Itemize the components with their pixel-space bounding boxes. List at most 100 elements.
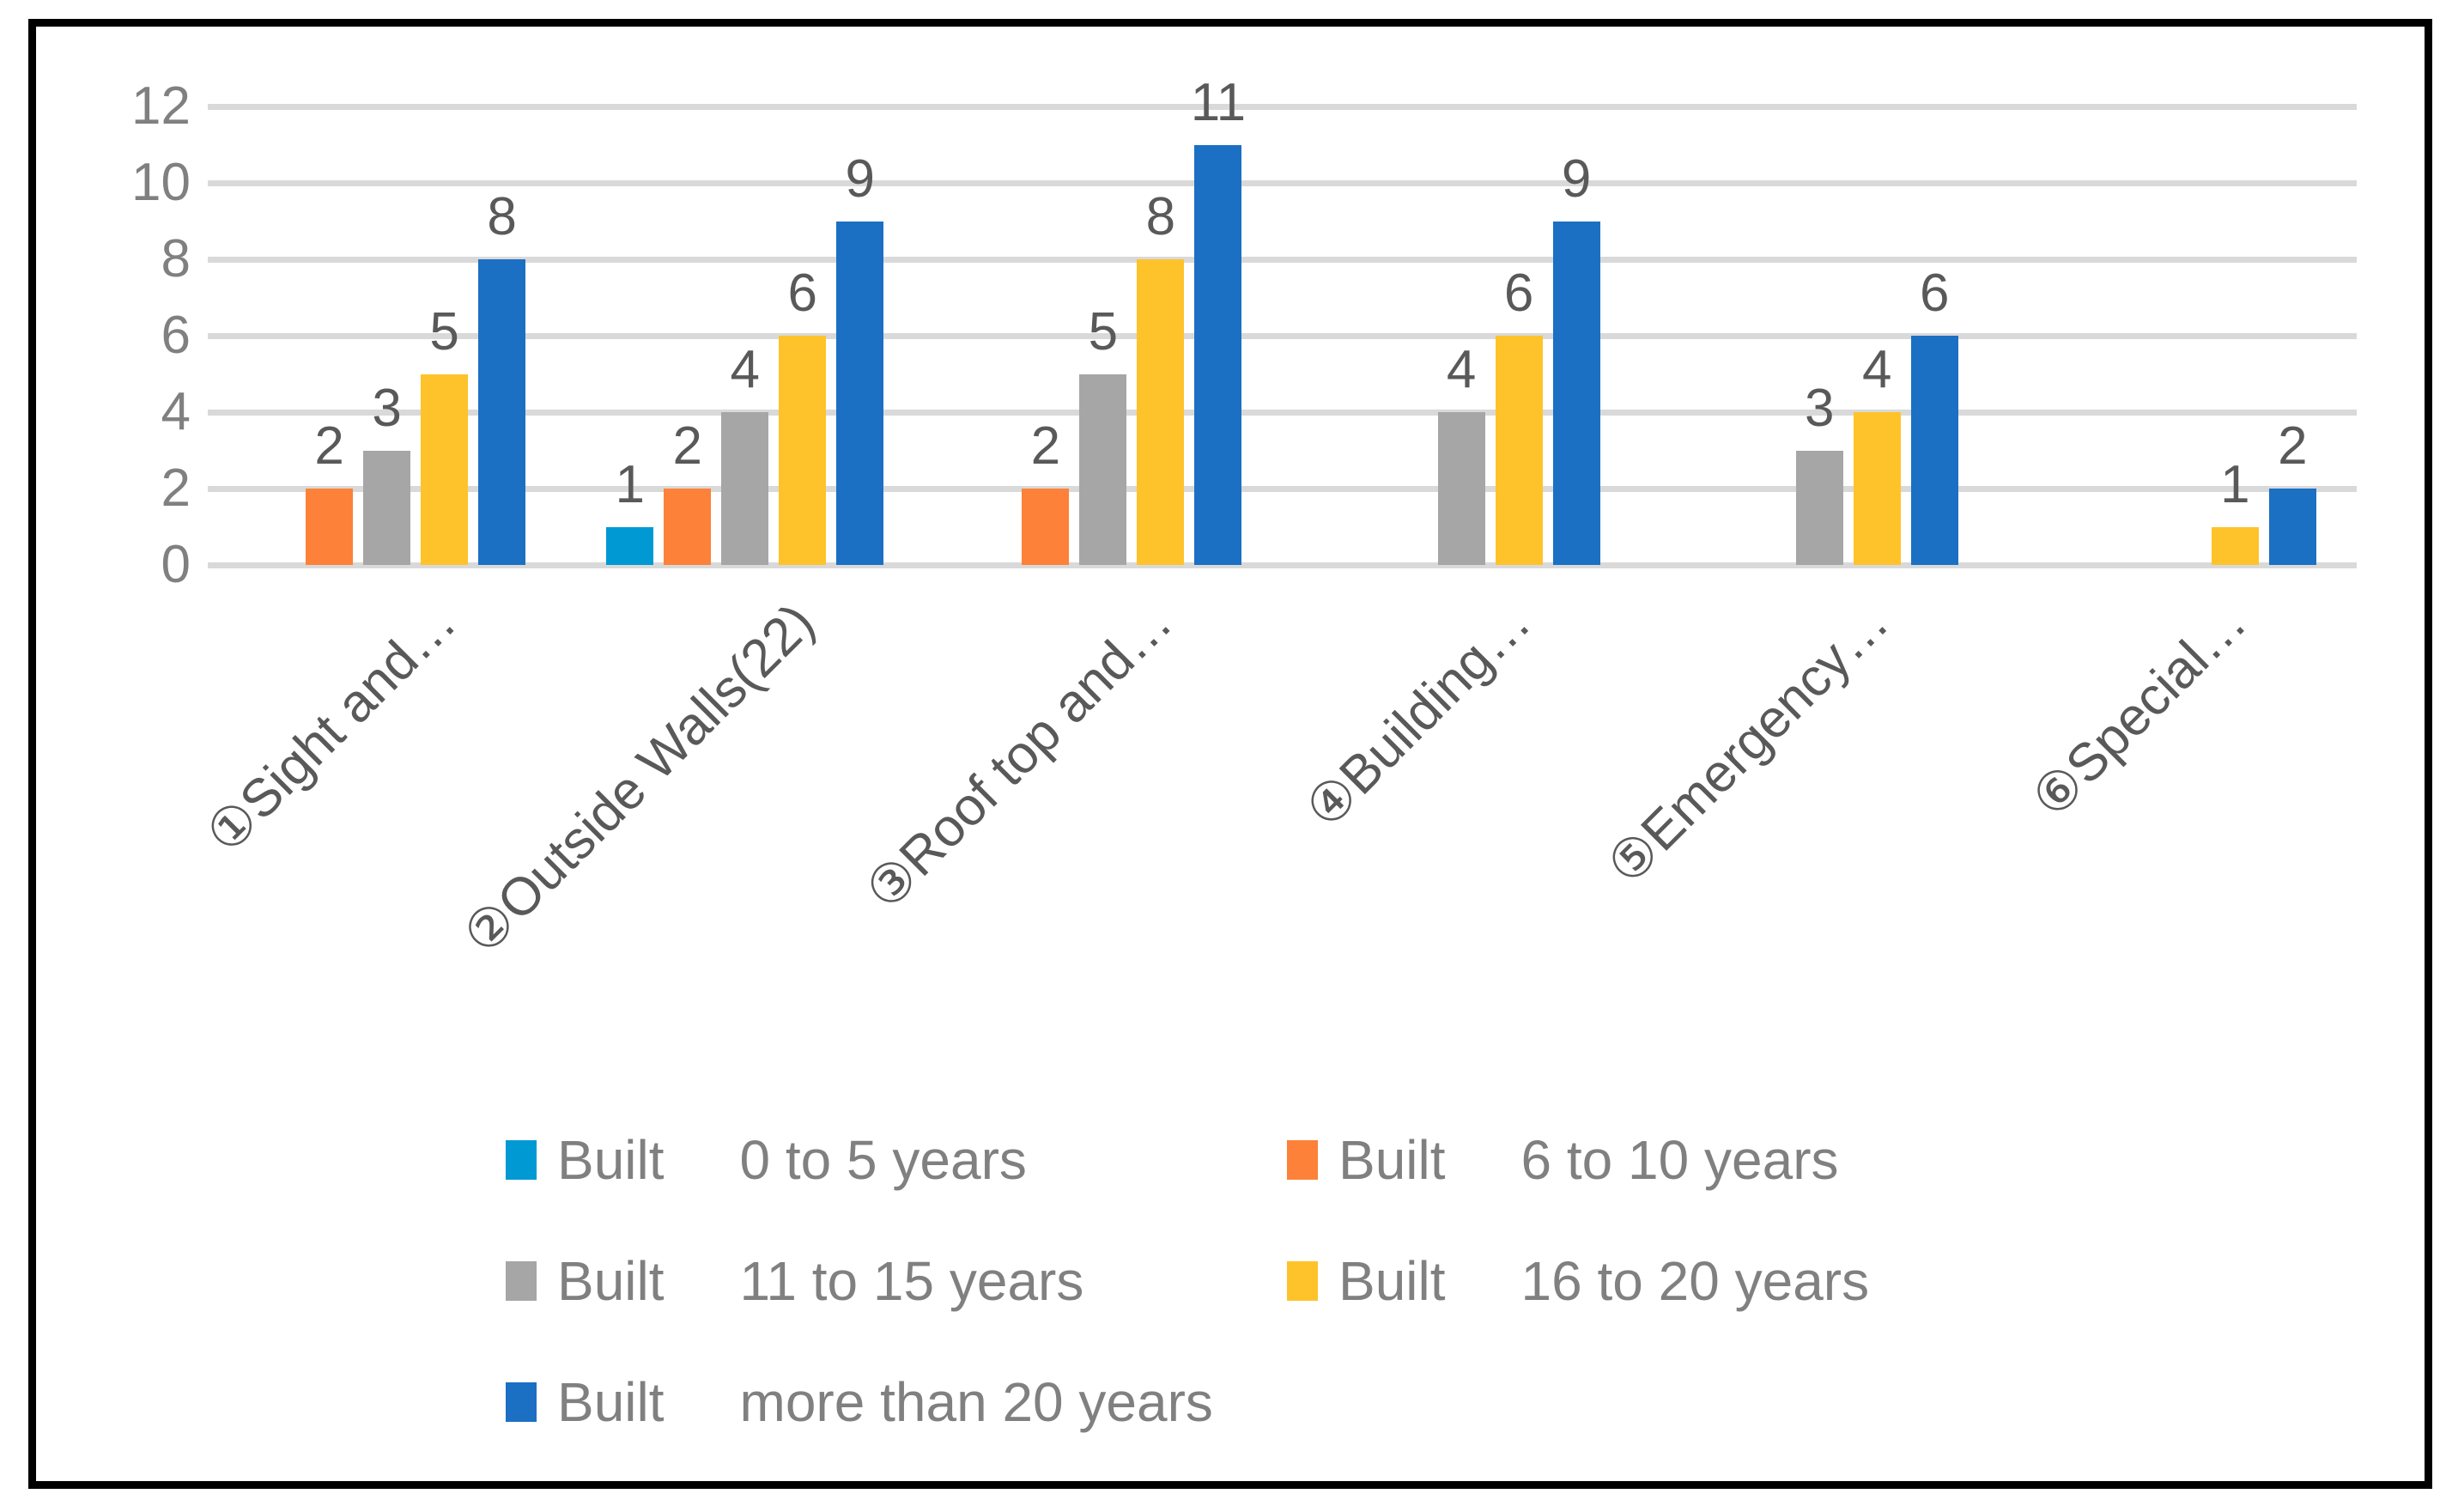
legend-series-prefix: Built [1338,1129,1446,1191]
bar-value-label: 1 [615,454,645,514]
bar-11-to-15-years-cat1 [363,450,411,565]
bar-slot: 2 [306,416,354,565]
gridline-y-2 [208,486,2357,492]
category-label-1: ①Sight and… [195,592,468,865]
y-tick-label-10: 10 [131,153,191,212]
legend-item-6-to-10-years: Built 6 to 10 years [1287,1129,1839,1191]
bar-slot: 1 [606,455,654,565]
bar-11-to-15-years-cat2 [721,412,769,565]
bar-value-label: 3 [372,378,402,438]
bar-11-to-15-years-cat4 [1437,412,1485,565]
bar-value-label: 11 [1190,72,1247,132]
bar-slot: 6 [1495,264,1543,565]
legend-series-prefix: Built [557,1371,665,1433]
bar-value-label: 9 [845,149,875,209]
gridline-y-4 [208,410,2357,416]
gridline-y-6 [208,333,2357,339]
legend-swatch [506,1382,537,1422]
y-tick-label-2: 2 [161,458,191,518]
bar-slot: 9 [1552,149,1600,565]
bar-11-to-15-years-cat5 [1795,450,1843,565]
legend-item-16-to-20-years: Built 16 to 20 years [1287,1250,1869,1312]
bar-value-label: 4 [1861,340,1892,399]
bar-slot: 3 [363,379,411,565]
category-label-4: ④Building… [1294,592,1542,840]
bar-6-to-10-years-cat1 [306,489,354,565]
bar-value-label: 5 [429,301,459,361]
bar-value-label: 6 [1919,264,1950,323]
legend-series-prefix: Built [557,1250,665,1312]
y-tick-label-12: 12 [131,76,191,136]
bar-11-to-15-years-cat3 [1079,373,1127,565]
chart-frame: 0 2 4 6 8 10 12 ①Sight and… ②Outside Walls(22) ③… [28,19,2432,1489]
legend-swatch [1287,1261,1318,1301]
bar-more-than-20-years-cat1 [478,259,526,565]
legend-series-range: more than 20 years [739,1371,1213,1433]
bar-value-label: 2 [1030,416,1061,476]
bar-slot: 2 [664,416,712,565]
bar-16-to-20-years-cat4 [1495,336,1543,565]
bar-group-3: 2 5 8 11 [924,73,1282,565]
bar-16-to-20-years-cat6 [2211,526,2259,565]
category-label-6: ⑥Special… [2021,592,2259,829]
bar-0-to-5-years-cat2 [606,526,654,565]
y-tick-label-6: 6 [161,306,191,365]
legend-swatch [1287,1140,1318,1180]
bar-16-to-20-years-cat2 [779,336,827,565]
bar-value-label: 8 [1145,187,1176,246]
bar-more-than-20-years-cat5 [1910,336,1958,565]
bar-value-label: 4 [730,340,760,399]
legend-item-more-than-20-years: Built more than 20 years [506,1371,1213,1433]
bar-value-label: 8 [487,187,517,246]
bar-more-than-20-years-cat2 [836,221,884,565]
category-label-5: ⑤Emergency… [1596,592,1901,896]
bar-value-label: 5 [1088,301,1119,361]
bar-slot: 3 [1795,379,1843,565]
bar-slot: 11 [1191,73,1246,565]
bar-value-label: 2 [2278,416,2308,476]
legend-item-11-to-15-years: Built 11 to 15 years [506,1250,1083,1312]
bar-value-label: 9 [1561,149,1592,209]
bar-value-label: 2 [314,416,344,476]
legend-series-range: 6 to 10 years [1520,1129,1839,1191]
bar-value-label: 3 [1804,378,1835,438]
bar-slot: 1 [2211,455,2259,565]
bar-slot: 4 [721,340,769,565]
category-label-2: ②Outside Walls(22) [452,592,826,966]
gridline-y-10 [208,180,2357,186]
y-tick-label-0: 0 [161,535,191,594]
bar-slot: 9 [836,149,884,565]
gridline-y-8 [208,257,2357,263]
bar-slot: 2 [2268,416,2316,565]
bar-slot: 2 [1022,416,1070,565]
bar-value-label: 1 [2220,454,2250,514]
legend-series-range: 0 to 5 years [739,1129,1027,1191]
gridline-y-0 [208,562,2357,568]
bar-16-to-20-years-cat5 [1853,412,1901,565]
bar-slot: 6 [1910,264,1958,565]
bar-more-than-20-years-cat4 [1552,221,1600,565]
bar-more-than-20-years-cat3 [1194,144,1242,565]
legend-series-prefix: Built [557,1129,665,1191]
bar-slot: 4 [1437,340,1485,565]
bar-value-label: 6 [787,264,817,323]
bar-slot: 5 [1079,302,1127,565]
legend-item-0-to-5-years: Built 0 to 5 years [506,1129,1027,1191]
bar-value-label: 2 [672,416,702,476]
bar-slot: 8 [478,187,526,565]
bar-slot: 5 [421,302,469,565]
bar-16-to-20-years-cat1 [421,373,469,565]
bar-6-to-10-years-cat3 [1022,489,1070,565]
legend-series-range: 11 to 15 years [739,1250,1084,1312]
bar-6-to-10-years-cat2 [664,489,712,565]
legend-series-prefix: Built [1338,1250,1446,1312]
legend-swatch [506,1261,537,1301]
bar-16-to-20-years-cat3 [1137,259,1185,565]
bar-slot: 6 [779,264,827,565]
category-label-3: ③Roof top and… [854,592,1184,921]
